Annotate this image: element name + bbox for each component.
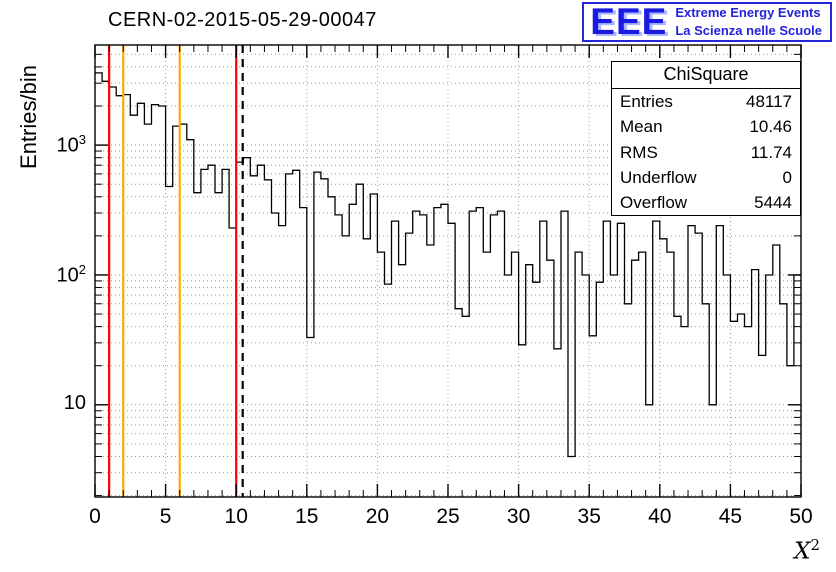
y-tick-label: 10 xyxy=(63,391,86,414)
x-tick-label: 25 xyxy=(436,505,459,528)
eee-logo-acronym: EEE xyxy=(590,0,668,42)
x-tick-label: 20 xyxy=(366,505,389,528)
stats-row-overflow: Overflow 5444 xyxy=(620,193,792,212)
x-tick-label: 0 xyxy=(89,505,101,528)
histogram-outline xyxy=(95,72,801,458)
x-tick-label: 30 xyxy=(507,505,530,528)
eee-logo: EEE Extreme Energy Events La Scienza nel… xyxy=(582,2,832,42)
x-tick-label: 45 xyxy=(719,505,742,528)
eee-logo-text: Extreme Energy Events La Scienza nelle S… xyxy=(675,4,822,39)
stats-row-rms: RMS 11.74 xyxy=(620,142,792,162)
x-tick-label: 35 xyxy=(578,505,601,528)
stats-row-mean: Mean 10.46 xyxy=(620,117,792,137)
y-tick-label: 102 xyxy=(56,261,86,287)
stats-box: ChiSquare Entries 48117 Mean 10.46 RMS 1… xyxy=(611,61,801,217)
y-tick-label: 103 xyxy=(56,132,86,157)
stats-title: ChiSquare xyxy=(612,62,800,89)
y-axis-title: Entries/bin xyxy=(16,65,41,169)
stats-row-underflow: Underflow 0 xyxy=(620,167,792,187)
x-tick-label: 10 xyxy=(225,505,248,528)
eee-logo-line1: Extreme Energy Events xyxy=(675,4,821,20)
plot-title: CERN-02-2015-05-29-00047 xyxy=(108,9,377,31)
x-tick-labels: 0 5 10 15 20 25 30 35 40 45 50 xyxy=(89,505,813,528)
marker-lines xyxy=(108,45,244,497)
x-tick-label: 5 xyxy=(160,505,172,528)
x-tick-label: 50 xyxy=(789,505,812,528)
stats-row-entries: Entries 48117 xyxy=(620,92,792,111)
x-tick-label: 15 xyxy=(295,505,318,528)
histogram-path xyxy=(95,72,801,458)
eee-logo-line2: La Scienza nelle Scuole xyxy=(675,22,822,38)
x-tick-label: 40 xyxy=(648,505,671,528)
x-axis-title: X2 xyxy=(794,536,820,565)
